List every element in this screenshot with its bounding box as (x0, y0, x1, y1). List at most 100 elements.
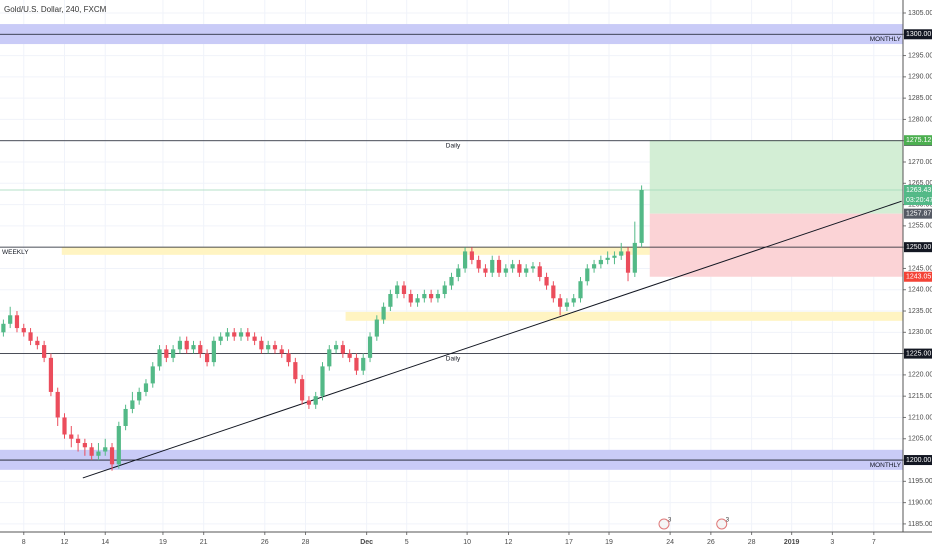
candle-body (279, 349, 284, 354)
candle-body (286, 353, 291, 363)
candle-body (1, 323, 6, 333)
candle-body (14, 315, 20, 329)
candle-body (259, 340, 264, 350)
last-price-box (904, 184, 932, 195)
y-tick-label: 1190.00 (908, 499, 932, 506)
candle-body (333, 345, 339, 350)
candle-body (571, 298, 576, 303)
candle-body (245, 332, 250, 337)
candle-body (388, 293, 393, 307)
candle-body (137, 391, 142, 401)
candle-body (340, 345, 345, 354)
level-label: Daily (446, 142, 461, 149)
x-tick-label: 14 (101, 539, 109, 546)
candle-body (306, 400, 312, 405)
candle-body (293, 362, 298, 380)
candle-body (103, 447, 108, 452)
entry-price-box (904, 208, 932, 219)
y-tick-label: 1220.00 (908, 372, 932, 379)
candle-body (429, 293, 434, 299)
candle-body (612, 255, 617, 258)
y-tick-label: 1185.00 (908, 521, 932, 528)
level-label: MONTHLY (870, 462, 902, 469)
candle-body (232, 332, 237, 337)
candle-body (123, 408, 128, 426)
candle-body (442, 285, 447, 294)
y-tick-label: 1305.00 (908, 10, 932, 17)
candle-body (211, 340, 216, 363)
x-tick-label: 12 (505, 539, 513, 546)
candle-body (408, 293, 413, 303)
candle-body (28, 332, 33, 341)
candle-body (177, 340, 183, 350)
entry-price: 1257.87 (906, 210, 931, 217)
candle-body (401, 285, 407, 294)
level-price-box (904, 455, 932, 466)
candle-body (35, 340, 40, 346)
level-price-box (904, 242, 932, 253)
candle-body (496, 259, 502, 273)
candle-body (300, 379, 305, 401)
candle-body (564, 302, 570, 307)
candle-body (422, 293, 427, 299)
x-tick-label: 19 (159, 539, 167, 546)
candle-body (191, 345, 196, 350)
candle-body (55, 391, 60, 418)
countdown-box (904, 194, 932, 205)
candle-body (639, 189, 644, 243)
zone (345, 311, 903, 321)
y-tick-label: 1205.00 (908, 436, 932, 443)
stop-price-box (904, 271, 932, 282)
candle-body (591, 264, 597, 269)
candle-body (598, 259, 603, 265)
candle-body (143, 383, 149, 392)
candle-body (266, 345, 271, 350)
candle-body (225, 332, 230, 337)
y-tick-label: 1265.00 (908, 180, 932, 187)
x-tick-label: 10 (463, 539, 471, 546)
candle-body (184, 340, 189, 350)
x-tick-label: 28 (748, 539, 756, 546)
y-tick-label: 1280.00 (908, 116, 932, 123)
x-tick-label: 24 (666, 539, 674, 546)
y-tick-label: 1285.00 (908, 95, 932, 102)
y-tick-label: 1210.00 (908, 414, 932, 421)
candle-body (578, 281, 583, 299)
candle-body (218, 336, 223, 341)
y-tick-label: 1230.00 (908, 329, 932, 336)
candle-body (347, 353, 352, 358)
event-count: 3 (726, 518, 730, 524)
candle-body (381, 306, 386, 320)
x-tick-label: 17 (565, 539, 573, 546)
y-tick-label: 1255.00 (908, 223, 932, 230)
candle-body (483, 268, 488, 273)
x-tick-label: 2019 (784, 539, 800, 546)
plot-area: MONTHLY Daily WEEKLY Daily MONTHLY 3 3 (0, 24, 904, 530)
candle-body (449, 276, 454, 286)
y-tick-label: 1235.00 (908, 308, 932, 315)
level-label: WEEKLY (2, 249, 29, 256)
countdown: 03:20:47 (906, 197, 932, 204)
candle-body (75, 438, 81, 444)
candle-body (69, 434, 74, 439)
candle-body (327, 349, 332, 367)
x-tick-label: 7 (872, 539, 876, 546)
candle-body (354, 357, 359, 371)
x-tick-label: 8 (22, 539, 26, 546)
profit-zone (649, 140, 903, 214)
level-price: 1200.00 (906, 457, 931, 464)
candle-body (551, 285, 556, 299)
candle-body (619, 251, 624, 256)
x-tick-label: 3 (830, 539, 834, 546)
candle-body (517, 264, 522, 273)
candle-body (544, 276, 549, 286)
candle-body (524, 268, 529, 273)
y-tick-label: 1295.00 (908, 52, 932, 59)
event-icon (658, 518, 670, 530)
candle-body (252, 336, 257, 341)
x-tick-label: 26 (707, 539, 715, 546)
candle-body (89, 447, 94, 456)
